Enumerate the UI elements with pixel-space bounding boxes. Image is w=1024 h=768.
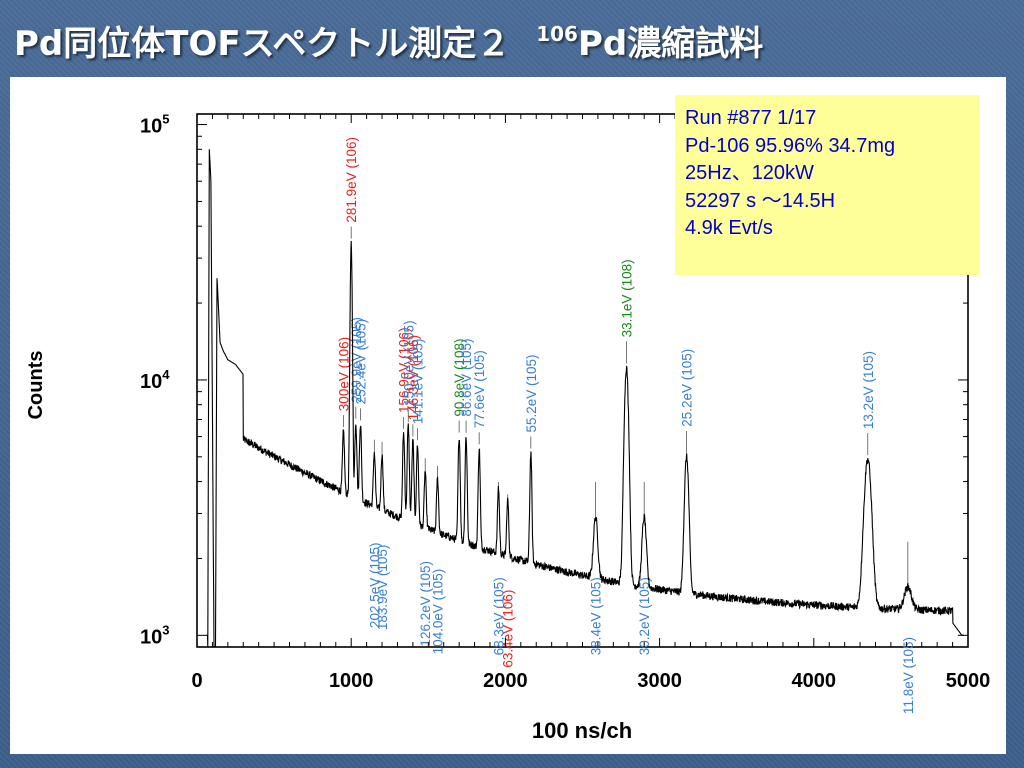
peak-label: 281.9eV (106) [344, 137, 359, 223]
peak-label: 13.2eV (105) [861, 351, 876, 429]
peak-label: 30.2eV (105) [637, 577, 652, 655]
x-tick-label: 1000 [329, 670, 374, 692]
peak-label: 126.2eV (105) [418, 561, 433, 647]
peak-label: 33.1eV (108) [619, 259, 634, 337]
peak-label: 252.4eV (105) [354, 319, 369, 405]
run-info-line: Pd-106 95.96% 34.7mg [685, 134, 896, 157]
peak-label: 156.9eV (106) [397, 327, 412, 413]
peak-label: 77.6eV (105) [472, 350, 487, 428]
peak-label: 11.8eV (105) [901, 637, 916, 714]
peak-label: 86.6eV (105) [459, 339, 474, 417]
peak-label: 68.3eV (105) [492, 577, 507, 655]
x-tick-label: 3000 [637, 670, 682, 692]
run-info-line: 4.9k Evt/s [685, 217, 773, 239]
peak-label: 183.9eV (105) [375, 545, 390, 631]
x-tick-label: 5000 [946, 670, 991, 692]
peak-labels: 281.9eV (106)300eV (106)259.9eV (105)252… [337, 137, 916, 714]
y-tick-label: 104 [140, 367, 170, 393]
title-main: Pd同位体TOFスペクトル測定２ [14, 24, 511, 64]
peak-label: 300eV (106) [337, 337, 352, 411]
series-layer [206, 149, 964, 648]
y-axis-label: Counts [25, 351, 47, 420]
run-info-line: Run #877 1/17 [685, 107, 817, 129]
peak-label: 141.1eV (105) [411, 339, 426, 425]
peak-label: 38.4eV (105) [589, 577, 604, 655]
run-info-line: 25Hz、120kW [685, 162, 814, 184]
peak-label: 55.2eV (105) [524, 354, 539, 432]
x-tick-label: 2000 [483, 670, 528, 692]
x-tick-label: 4000 [792, 670, 837, 692]
peak-label: 25.2eV (105) [680, 349, 695, 427]
peak-label: 90.8eV (108) [452, 339, 467, 417]
slide-title: Pd同位体TOFスペクトル測定２ 106Pd濃縮試料 [14, 14, 763, 64]
title-isotope-suffix: Pd濃縮試料 [577, 24, 764, 64]
peak-label: 104.0eV (105) [431, 569, 446, 655]
ticks-layer: 0 1000 2000 3000 4000 5000 103 104 105 [140, 112, 990, 692]
title-isotope-mass: 106 [536, 22, 578, 46]
series-line-spectrum [206, 149, 964, 648]
peak-label: 146.3eV (106) [406, 335, 421, 421]
y-tick-label: 103 [140, 622, 169, 648]
peak-label: 63.4eV (106) [501, 590, 516, 668]
x-tick-label: 0 [191, 670, 202, 692]
y-tick-label: 105 [140, 112, 169, 138]
run-info-line: 52297 s ～14.5H [685, 189, 836, 212]
peak-label: 150.0eV (105) [401, 320, 416, 406]
peak-label: 202.5eV (105) [367, 543, 382, 629]
run-info-box: Run #877 1/17 Pd-106 95.96% 34.7mg 25Hz、12… [675, 95, 979, 275]
x-axis-label: 100 ns/ch [532, 718, 632, 743]
